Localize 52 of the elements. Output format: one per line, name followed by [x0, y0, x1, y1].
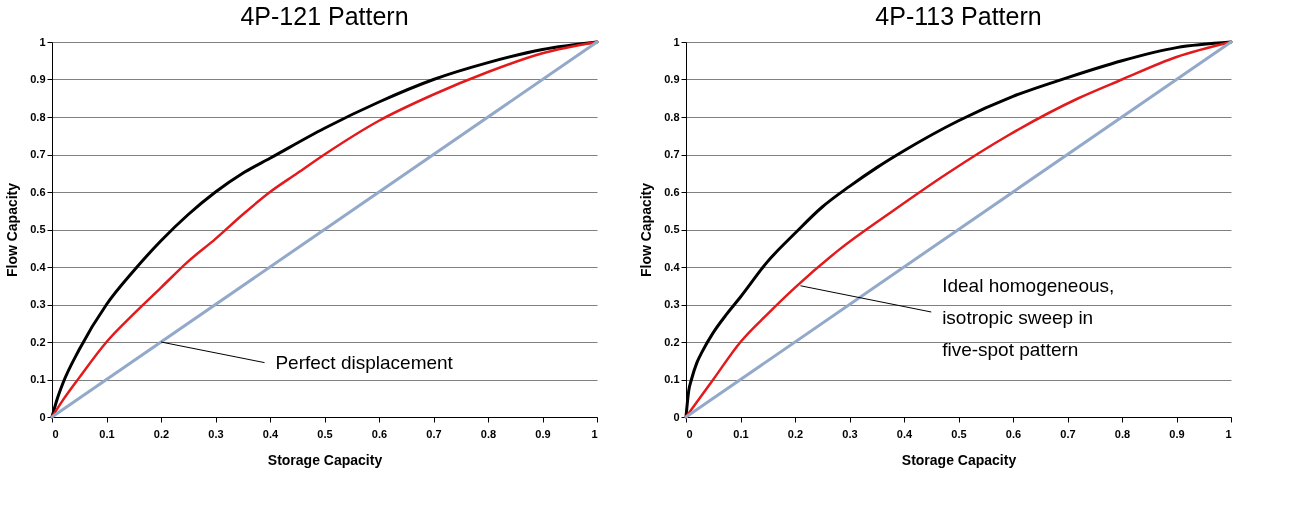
y-tick-label: 0.4	[30, 260, 47, 273]
x-tick-label: 0.6	[1005, 427, 1022, 440]
x-tick-label: 0.8	[1114, 427, 1131, 440]
y-tick-label: 0.1	[30, 373, 46, 385]
x-tick-label: 0.9	[535, 427, 551, 440]
y-tick-label: 1	[673, 35, 680, 48]
chart-title: 4P-121 Pattern	[240, 2, 409, 30]
annotation: Perfect displacement	[275, 351, 454, 373]
x-tick-label: 0	[52, 427, 59, 440]
y-tick-label: 0.5	[664, 223, 680, 235]
x-tick-label: 0.8	[480, 427, 497, 440]
x-tick-label: 0.3	[842, 427, 858, 440]
x-tick-label: 0.1	[733, 427, 749, 440]
x-tick-label: 0.4	[262, 427, 280, 440]
x-tick-label: 0.3	[208, 427, 224, 440]
x-tick-label: 1	[1225, 427, 1232, 440]
x-tick-label: 0.1	[99, 427, 115, 440]
y-axis-title: Flow Capacity	[638, 182, 655, 278]
y-tick-label: 0.3	[664, 298, 680, 310]
chart-title: 4P-113 Pattern	[875, 2, 1042, 30]
x-tick-label: 1	[591, 427, 598, 440]
x-tick-label: 0.7	[1060, 427, 1076, 440]
x-axis-title: Storage Capacity	[267, 451, 383, 468]
x-tick-label: 0.7	[426, 427, 442, 440]
x-tick-label: 0.5	[951, 427, 967, 440]
y-tick-label: 0.5	[30, 223, 46, 235]
y-tick-label: 0.2	[664, 335, 680, 348]
x-tick-label: 0	[686, 427, 693, 440]
annotation: Ideal homogeneous, isotropic sweep in five-spot pattern	[942, 274, 1115, 360]
x-tick-label: 0.5	[317, 427, 333, 440]
y-tick-label: 0.9	[30, 73, 46, 85]
x-tick-label: 0.2	[787, 427, 804, 440]
y-tick-label: 0.2	[30, 335, 46, 348]
y-tick-label: 0.1	[664, 373, 680, 385]
x-tick-label: 0.4	[896, 427, 914, 440]
y-tick-label: 0.4	[664, 260, 681, 273]
x-axis-title: Storage Capacity	[901, 451, 1017, 468]
y-tick-label: 0	[673, 410, 680, 423]
y-tick-label: 1	[39, 35, 46, 48]
y-tick-label: 0.7	[30, 148, 46, 160]
y-tick-label: 0.3	[30, 298, 46, 310]
y-tick-label: 0.8	[30, 110, 46, 123]
y-tick-label: 0	[39, 410, 46, 423]
x-tick-label: 0.2	[153, 427, 170, 440]
y-axis-title: Flow Capacity	[4, 182, 21, 278]
x-tick-label: 0.9	[1169, 427, 1185, 440]
y-tick-label: 0.9	[664, 73, 680, 85]
y-tick-label: 0.6	[30, 185, 46, 198]
y-tick-label: 0.7	[664, 148, 680, 160]
y-tick-label: 0.8	[664, 110, 680, 123]
y-tick-label: 0.6	[664, 185, 680, 198]
x-tick-label: 0.6	[371, 427, 388, 440]
